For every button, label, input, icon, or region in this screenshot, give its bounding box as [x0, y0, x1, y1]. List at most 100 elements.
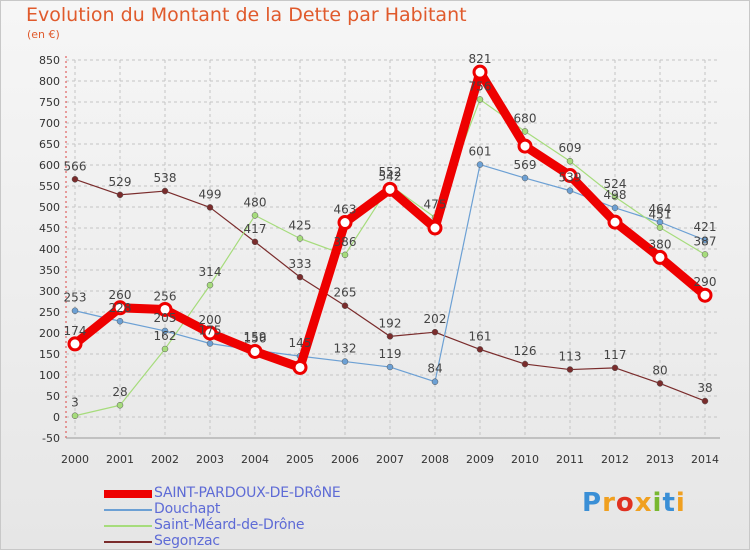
y-tick-label: 500: [39, 201, 60, 214]
data-point: [116, 191, 124, 199]
x-tick-label: 2010: [511, 453, 539, 466]
x-tick-label: 2011: [556, 453, 584, 466]
y-tick-label: 250: [39, 306, 60, 319]
logo-letter: i: [675, 488, 686, 518]
legend-swatch: [104, 509, 152, 511]
x-tick-label: 2003: [196, 453, 224, 466]
data-point: [341, 251, 349, 259]
data-label: 28: [112, 385, 127, 399]
y-tick-label: 650: [39, 138, 60, 151]
data-label: 529: [109, 175, 132, 189]
data-label: 260: [109, 288, 132, 302]
data-point: [157, 301, 173, 317]
data-point: [292, 359, 308, 375]
y-tick-label: -50: [42, 432, 60, 445]
y-tick-label: 0: [53, 411, 60, 424]
legend-swatch: [104, 525, 152, 527]
data-label: 84: [427, 362, 442, 376]
data-point: [611, 364, 619, 372]
data-point: [67, 336, 83, 352]
data-point: [476, 161, 484, 168]
data-label: 161: [469, 329, 492, 343]
y-tick-label: 350: [39, 264, 60, 277]
data-label: 132: [334, 342, 357, 356]
x-tick-label: 2002: [151, 453, 179, 466]
data-label: 499: [199, 187, 222, 201]
x-tick-label: 2007: [376, 453, 404, 466]
data-label: 192: [379, 316, 402, 330]
data-point: [71, 412, 79, 419]
logo-letter: r: [602, 488, 616, 518]
data-label: 566: [64, 159, 87, 173]
data-point: [296, 235, 304, 242]
data-point: [517, 138, 533, 154]
data-label: 175: [199, 324, 222, 338]
data-point: [607, 214, 623, 230]
x-tick-label: 2008: [421, 453, 449, 466]
y-tick-label: 600: [39, 159, 60, 172]
data-label: 386: [334, 235, 357, 249]
data-label: 3: [71, 396, 79, 410]
data-label: 117: [604, 348, 627, 362]
y-tick-label: 750: [39, 96, 60, 109]
data-label: 156: [244, 331, 267, 345]
data-label: 159: [244, 330, 267, 344]
data-label: 228: [109, 301, 132, 315]
data-point: [566, 187, 574, 194]
y-tick-label: 800: [39, 75, 60, 88]
data-point: [206, 340, 214, 347]
legend-label: Saint-Méard-de-Drône: [154, 517, 305, 533]
legend-label: SAINT-PARDOUX-DE-DRôNE: [154, 485, 341, 501]
data-label: 425: [289, 219, 312, 233]
data-point: [71, 307, 79, 314]
data-point: [431, 328, 439, 336]
data-point: [476, 96, 484, 103]
data-point: [161, 345, 169, 353]
data-label: 542: [379, 169, 402, 183]
data-label: 202: [424, 312, 447, 326]
data-point: [652, 249, 668, 265]
data-point: [697, 287, 713, 303]
data-label: 265: [334, 286, 357, 300]
data-point: [341, 358, 349, 365]
data-label: 539: [559, 171, 582, 185]
data-point: [161, 187, 169, 195]
logo-letter: t: [662, 488, 676, 518]
data-point: [701, 251, 709, 258]
data-point: [71, 176, 79, 183]
data-label: 256: [154, 289, 177, 303]
y-tick-label: 400: [39, 243, 60, 256]
data-label: 253: [64, 291, 87, 305]
legend-label: Douchapt: [154, 501, 221, 517]
data-label: 417: [244, 222, 267, 236]
data-label: 756: [469, 79, 492, 93]
data-point: [202, 325, 218, 341]
chart-subtitle: (en €): [27, 28, 60, 41]
data-label: 145: [289, 336, 312, 350]
data-point: [701, 397, 709, 405]
data-label: 205: [154, 311, 177, 325]
legend-swatch: [104, 490, 152, 498]
x-tick-label: 2006: [331, 453, 359, 466]
data-label: 200: [199, 313, 222, 327]
data-point: [116, 401, 124, 409]
logo-letter: x: [634, 488, 653, 518]
data-point: [562, 168, 578, 183]
y-tick-label: 450: [39, 222, 60, 235]
data-label: 80: [652, 363, 667, 377]
data-label: 113: [559, 350, 582, 364]
data-point: [382, 181, 398, 197]
data-label: 162: [154, 329, 177, 343]
data-point: [251, 212, 259, 219]
y-tick-label: 850: [39, 54, 60, 67]
data-label: 314: [199, 265, 222, 279]
x-tick-label: 2004: [241, 453, 269, 466]
legend-label: Segonzac: [154, 533, 220, 549]
data-label: 821: [469, 52, 492, 66]
data-point: [431, 378, 439, 385]
data-point: [476, 346, 484, 353]
x-tick-label: 2009: [466, 453, 494, 466]
data-point: [521, 360, 529, 368]
